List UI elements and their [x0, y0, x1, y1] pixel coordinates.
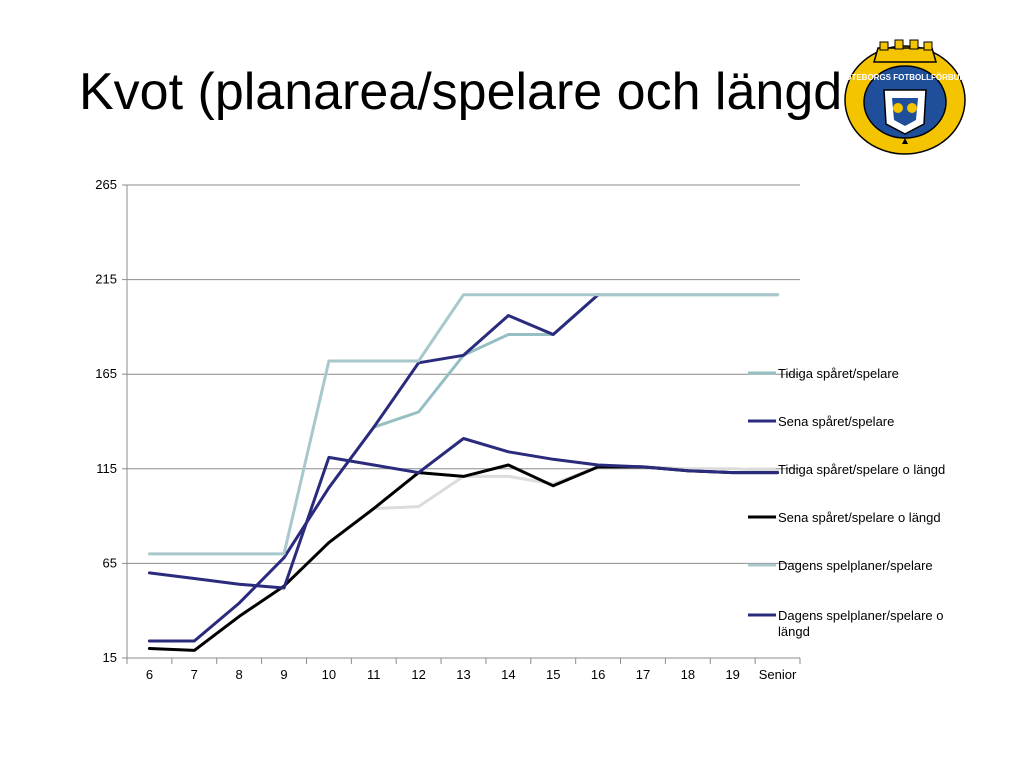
series-line-4: [147, 463, 780, 652]
x-tick-label: 13: [456, 667, 470, 682]
gbg-fotbollforbund-logo: GÖTEBORGS FOTBOLLFÖRBUND: [840, 36, 970, 158]
series-line-2: [147, 293, 600, 643]
x-tick-label: 15: [546, 667, 560, 682]
y-tick-label: 265: [95, 177, 117, 192]
y-tick-label: 165: [95, 366, 117, 381]
x-tick-label: 14: [501, 667, 515, 682]
x-tick-label: 6: [146, 667, 153, 682]
slide-title: Kvot (planarea/spelare och längd): [79, 63, 860, 121]
x-tick-label: 9: [280, 667, 287, 682]
legend-label: längd: [778, 624, 810, 639]
y-tick-label: 215: [95, 272, 117, 287]
logo-text: GÖTEBORGS FOTBOLLFÖRBUND: [840, 73, 970, 82]
y-tick-label: 15: [103, 650, 117, 665]
legend-label: Sena spåret/spelare o längd: [778, 510, 941, 525]
x-tick-label: 18: [681, 667, 695, 682]
legend-label: Dagens spelplaner/spelare: [778, 558, 933, 573]
x-tick-label: 19: [725, 667, 739, 682]
legend-label: Tidiga spåret/spelare: [778, 366, 899, 381]
legend-label: Tidiga spåret/spelare o längd: [778, 462, 945, 477]
x-tick-label: 11: [367, 667, 381, 682]
y-tick-label: 115: [96, 461, 117, 476]
series-line-6: [147, 437, 780, 590]
y-tick-label: 65: [103, 555, 117, 570]
x-tick-label: 16: [591, 667, 605, 682]
x-tick-label: 10: [322, 667, 336, 682]
x-tick-label: 17: [636, 667, 650, 682]
legend-label: Sena spåret/spelare: [778, 414, 894, 429]
x-tick-label: 8: [236, 667, 243, 682]
x-tick-label: 12: [411, 667, 425, 682]
x-tick-label: 7: [191, 667, 198, 682]
legend-label: Dagens spelplaner/spelare o: [778, 608, 944, 623]
series-line-5: [147, 293, 780, 556]
x-tick-label: Senior: [759, 667, 797, 682]
